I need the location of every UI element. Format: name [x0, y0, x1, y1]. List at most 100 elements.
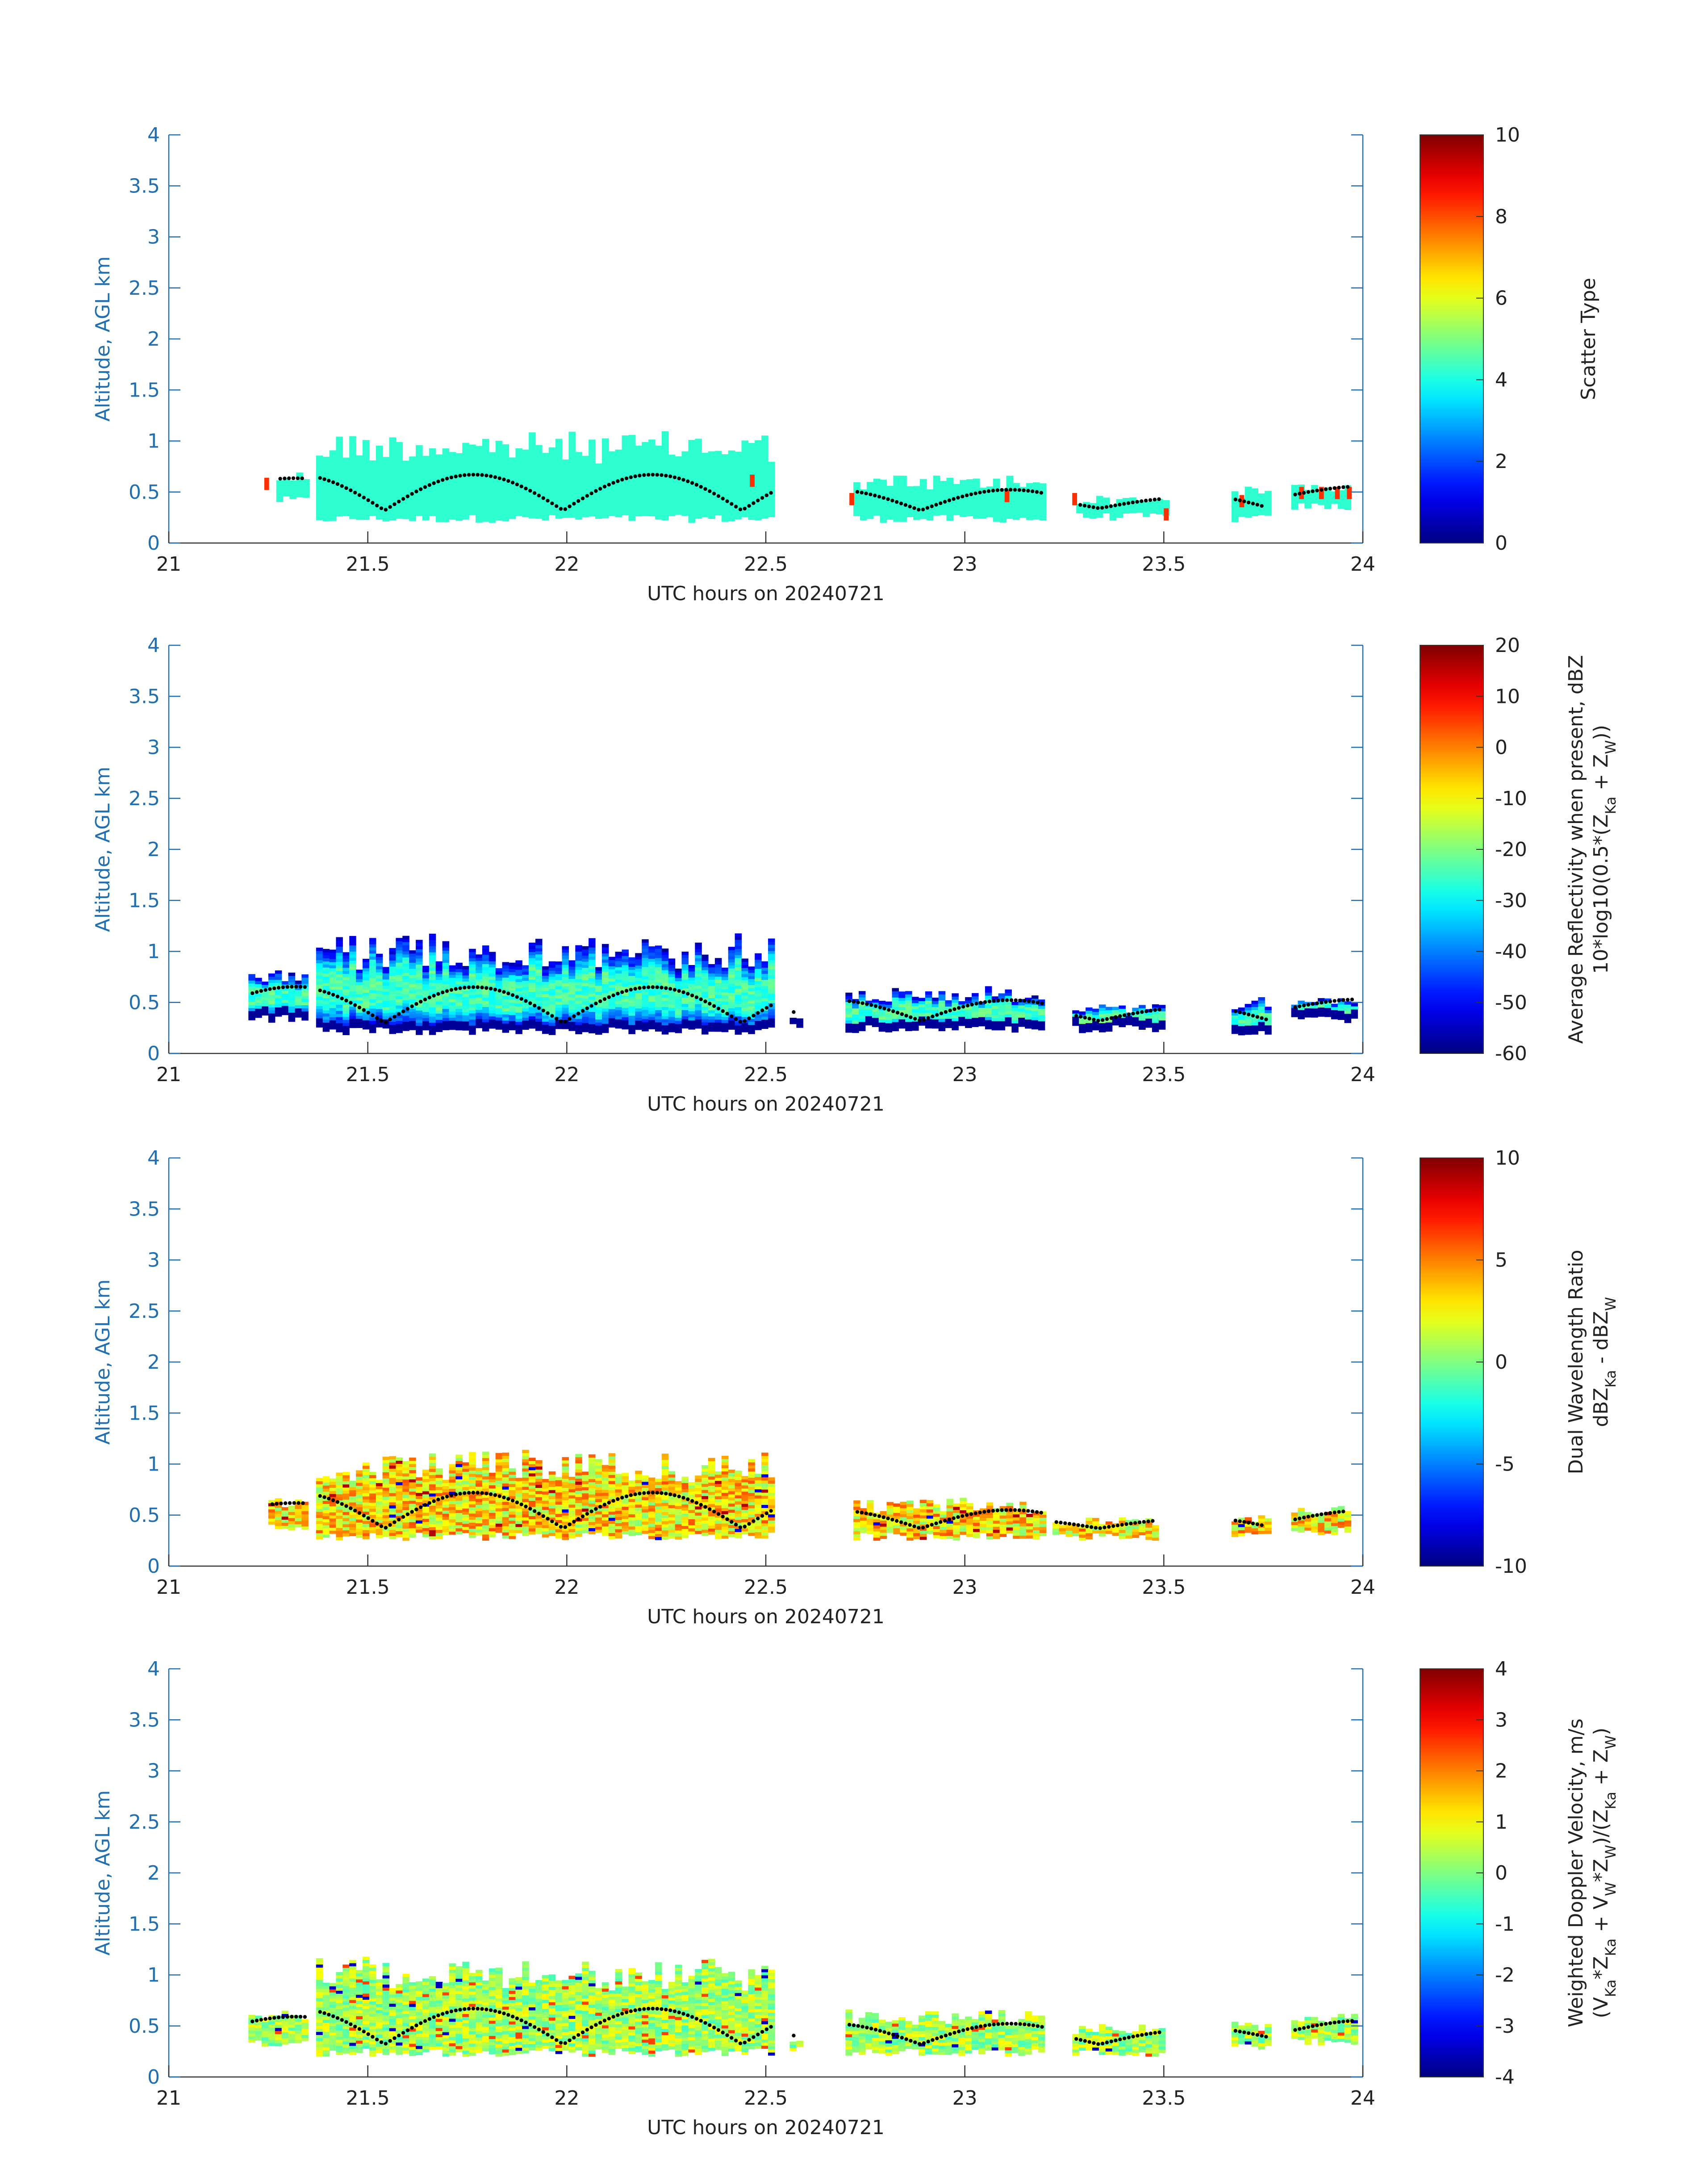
data-cell [382, 1013, 390, 1016]
colorbar-tick-label: 0 [1495, 532, 1508, 555]
data-cell [635, 1002, 642, 1006]
data-cell [349, 445, 356, 449]
data-cell [714, 481, 722, 485]
data-cell [489, 510, 496, 514]
data-cell [965, 1021, 972, 1025]
data-cell [642, 448, 649, 452]
data-cell [489, 467, 496, 471]
data-cell [761, 995, 768, 999]
cloud-base-dot [764, 493, 769, 497]
data-cell [542, 972, 549, 976]
data-cell [945, 1021, 952, 1025]
data-cell [681, 1000, 689, 1004]
data-cell [416, 1032, 423, 1035]
data-cell [688, 470, 695, 474]
data-cell [1324, 502, 1332, 506]
data-cell [396, 990, 403, 994]
data-cell [442, 454, 450, 458]
data-cell [529, 988, 536, 992]
data-cell [562, 1001, 569, 1005]
cloud-base-dot [913, 1017, 917, 1021]
data-cell [502, 986, 509, 990]
data-cell [548, 1028, 556, 1032]
data-cell [1013, 513, 1020, 517]
cloud-base-dot [978, 490, 982, 495]
data-cell [615, 952, 622, 955]
data-cell [852, 1014, 859, 1018]
data-cell [369, 512, 376, 516]
data-cell [668, 995, 676, 999]
data-cell [595, 1013, 602, 1016]
data-cell [615, 970, 622, 974]
data-cell [495, 456, 503, 460]
data-cell [648, 461, 656, 464]
data-cell [648, 1020, 656, 1024]
data-cell [336, 952, 343, 956]
data-cell [1337, 1001, 1345, 1005]
data-cell [582, 465, 589, 468]
data-cell [568, 499, 576, 502]
data-cell [615, 474, 622, 478]
data-cell [761, 463, 768, 467]
data-cell [369, 987, 376, 990]
data-cell [409, 511, 416, 515]
data-cell [342, 476, 350, 480]
data-cell [356, 1021, 363, 1025]
data-cell [595, 485, 602, 489]
data-cell [542, 456, 549, 460]
cloud-base-dot [607, 995, 611, 999]
data-cell [721, 1020, 729, 1023]
data-cell [1090, 515, 1097, 519]
data-cell [329, 493, 337, 497]
data-cell [900, 503, 907, 507]
data-cell [369, 978, 376, 981]
data-cell [442, 472, 450, 476]
data-cell [535, 485, 543, 489]
data-cell [601, 986, 609, 990]
data-cell [761, 512, 768, 516]
data-cell [1006, 506, 1013, 510]
data-cell [429, 992, 436, 995]
cloud-base-dot [664, 986, 668, 990]
data-cell [601, 466, 609, 469]
data-cell [568, 505, 576, 509]
data-cell [648, 443, 656, 446]
data-cell [342, 1007, 350, 1011]
data-cell [336, 961, 343, 965]
data-cell [728, 993, 735, 996]
cloud-base-dot [602, 485, 607, 489]
data-cell [582, 455, 589, 460]
data-cell [1311, 485, 1318, 489]
data-cell [589, 941, 596, 945]
data-cell [363, 489, 370, 493]
data-cell [946, 477, 953, 481]
data-cell [416, 1022, 423, 1026]
data-cell [1083, 511, 1090, 515]
data-cell [535, 954, 543, 958]
data-cell [900, 509, 907, 513]
data-cell [449, 990, 456, 993]
data-cell [919, 515, 927, 519]
data-cell [396, 981, 403, 984]
data-cell [1018, 1011, 1025, 1015]
data-cell [529, 942, 536, 946]
data-cell [1311, 497, 1318, 501]
data-cell [1026, 495, 1033, 499]
data-cell [276, 486, 284, 490]
cloud-base-dot [1337, 485, 1341, 490]
data-cell [289, 496, 296, 499]
data-cell [363, 1014, 370, 1017]
data-cell [721, 1023, 729, 1026]
data-cell [668, 470, 676, 473]
data-cell [322, 1007, 330, 1011]
data-cell [1331, 494, 1338, 498]
data-cell [568, 1003, 576, 1007]
data-cell [688, 983, 695, 987]
data-cell [768, 507, 775, 511]
data-cell [635, 497, 642, 501]
data-cell [422, 1015, 430, 1018]
data-cell [482, 970, 489, 974]
data-cell [601, 499, 609, 503]
data-cell [555, 491, 563, 494]
data-cell [502, 968, 509, 972]
